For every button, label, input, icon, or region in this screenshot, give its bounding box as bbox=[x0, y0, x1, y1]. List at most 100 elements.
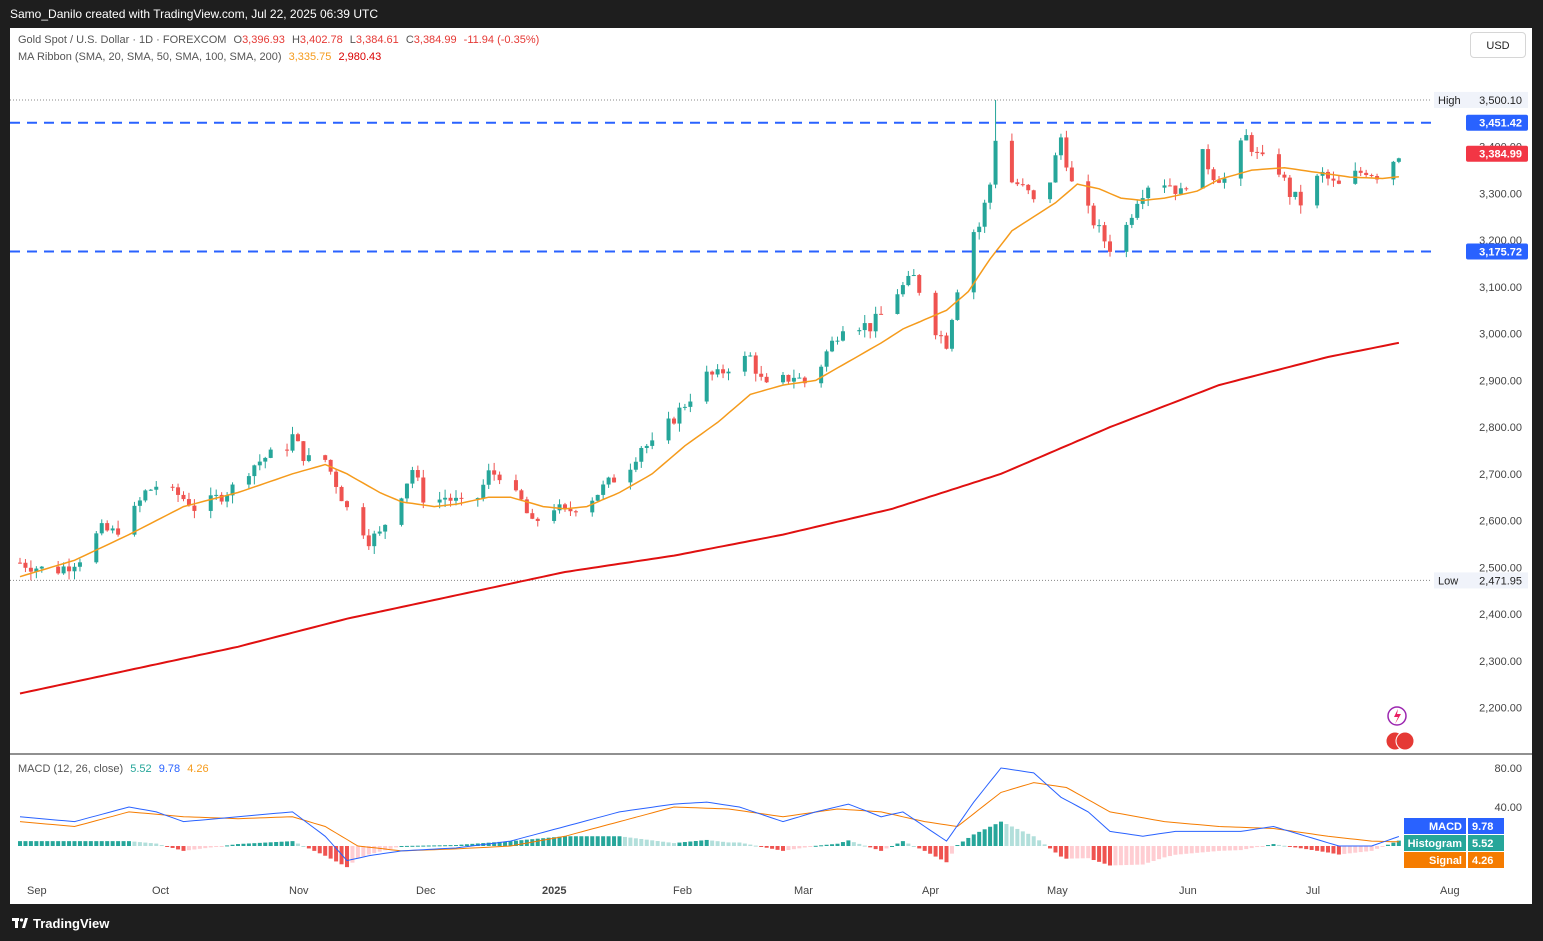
macd-histogram-bar bbox=[895, 843, 900, 846]
candle-body bbox=[1129, 217, 1134, 225]
macd-histogram-bar bbox=[154, 843, 159, 846]
macd-histogram-bar bbox=[67, 841, 72, 846]
macd-histogram-bar bbox=[1075, 846, 1080, 859]
x-axis-label: Oct bbox=[152, 885, 169, 897]
candle-body bbox=[383, 524, 388, 532]
candle-body bbox=[230, 484, 235, 496]
candle-body bbox=[328, 459, 333, 472]
candle-body bbox=[650, 440, 655, 446]
macd-histogram-bar bbox=[775, 846, 780, 850]
candle-body bbox=[988, 184, 993, 203]
macd-histogram-bar bbox=[1298, 846, 1303, 849]
macd-histogram-bar bbox=[181, 846, 186, 851]
macd-tag-value-bg bbox=[1468, 818, 1504, 834]
candle-body bbox=[77, 562, 82, 567]
macd-histogram-bar bbox=[443, 845, 448, 847]
candle-body bbox=[1184, 188, 1189, 190]
macd-histogram-bar bbox=[355, 846, 360, 859]
macd-histogram-bar bbox=[857, 843, 862, 846]
currency-button[interactable]: USD bbox=[1470, 32, 1526, 58]
candle-body bbox=[895, 294, 900, 314]
macd-histogram-bar bbox=[933, 846, 938, 857]
support-tag: 3,175.72 bbox=[1479, 247, 1522, 259]
candle-body bbox=[94, 533, 99, 563]
candle-body bbox=[475, 498, 480, 500]
candle-body bbox=[339, 486, 344, 502]
macd-histogram-bar bbox=[268, 842, 273, 846]
candle-body bbox=[682, 406, 687, 408]
macd-histogram-bar bbox=[437, 845, 442, 847]
candle-body bbox=[410, 470, 415, 484]
macd-histogram-bar bbox=[1249, 846, 1254, 849]
histogram-tag-label-bg bbox=[1404, 835, 1466, 851]
footer-bar: TradingView bbox=[0, 904, 1543, 941]
candle-body bbox=[1200, 149, 1205, 189]
candle-body bbox=[982, 202, 987, 227]
macd-histogram-bar bbox=[731, 842, 736, 846]
macd-histogram-bar bbox=[1380, 846, 1385, 847]
candle-body bbox=[34, 568, 39, 572]
chart-canvas[interactable]: 2,200.00 2,300.00 2,400.00 2,500.00 2,600.00… bbox=[10, 28, 1532, 904]
macd-histogram-bar bbox=[448, 845, 453, 847]
candle-body bbox=[557, 504, 562, 511]
macd-histogram-bar bbox=[263, 842, 268, 846]
candle-body bbox=[192, 505, 197, 511]
y-tick-label: 2,400.00 bbox=[1479, 609, 1522, 621]
macd-histogram-bar bbox=[590, 836, 595, 846]
low-tag-value: 2,471.95 bbox=[1479, 575, 1522, 587]
change-value: -11.94 (-0.35%) bbox=[463, 34, 540, 46]
macd-histogram-bar bbox=[328, 846, 333, 859]
macd-histogram-bar bbox=[535, 838, 540, 846]
y-tick-label: 2,200.00 bbox=[1479, 703, 1522, 715]
macd-histogram-bar bbox=[802, 846, 807, 848]
candle-body bbox=[1282, 174, 1287, 178]
candle-body bbox=[563, 504, 567, 509]
candle-body bbox=[214, 494, 219, 496]
macd-histogram-bar bbox=[868, 846, 873, 848]
candle-body bbox=[824, 351, 829, 367]
macd-histogram-bar bbox=[176, 846, 181, 850]
macd-histogram-bar bbox=[677, 842, 682, 846]
macd-histogram-bar bbox=[873, 846, 878, 850]
macd-histogram-bar bbox=[601, 836, 606, 846]
macd-histogram-bar bbox=[584, 836, 589, 846]
macd-histogram-bar bbox=[715, 841, 720, 846]
macd-histogram-bar bbox=[197, 846, 202, 849]
macd-histogram-bar bbox=[23, 841, 28, 846]
candle-body bbox=[704, 371, 709, 402]
macd-histogram-bar bbox=[628, 837, 633, 846]
candle-body bbox=[361, 507, 366, 536]
macd-histogram-bar bbox=[579, 836, 584, 846]
macd-histogram-bar bbox=[688, 841, 693, 846]
macd-histogram-bar bbox=[1020, 831, 1025, 846]
candle-body bbox=[590, 500, 595, 513]
y-tick-label: 2,300.00 bbox=[1479, 656, 1522, 668]
candle-body bbox=[176, 487, 181, 495]
macd-histogram-bar bbox=[737, 842, 742, 846]
macd-histogram-bar bbox=[1086, 846, 1091, 859]
chart-panel[interactable]: 2,200.00 2,300.00 2,400.00 2,500.00 2,600.00… bbox=[10, 28, 1532, 904]
candle-body bbox=[1064, 137, 1069, 168]
ma-legend: MA Ribbon (SMA, 20, SMA, 50, SMA, 100, S… bbox=[18, 51, 381, 63]
candle-body bbox=[366, 535, 371, 547]
candle-body bbox=[710, 371, 715, 375]
macd-histogram-bar bbox=[781, 846, 785, 851]
macd-histogram-bar bbox=[127, 841, 131, 846]
macd-histogram-bar bbox=[1336, 846, 1341, 855]
x-axis-label: Sep bbox=[27, 885, 47, 897]
macd-histogram-bar bbox=[1364, 846, 1369, 852]
macd-signal-value: 4.26 bbox=[187, 763, 209, 775]
candle-body bbox=[459, 497, 464, 499]
macd-histogram-bar bbox=[497, 841, 502, 846]
macd-histogram-bar bbox=[726, 842, 731, 846]
candle-body bbox=[23, 562, 28, 568]
x-axis-label: Jul bbox=[1306, 885, 1320, 897]
candle-body bbox=[552, 510, 557, 521]
candle-body bbox=[781, 374, 785, 383]
macd-histogram-bar bbox=[1276, 844, 1281, 846]
macd-histogram-bar bbox=[1042, 844, 1047, 846]
candle-body bbox=[1206, 149, 1211, 170]
macd-histogram-bar bbox=[939, 846, 944, 860]
macd-histogram-bar bbox=[236, 844, 240, 846]
macd-histogram-bar bbox=[824, 844, 829, 846]
